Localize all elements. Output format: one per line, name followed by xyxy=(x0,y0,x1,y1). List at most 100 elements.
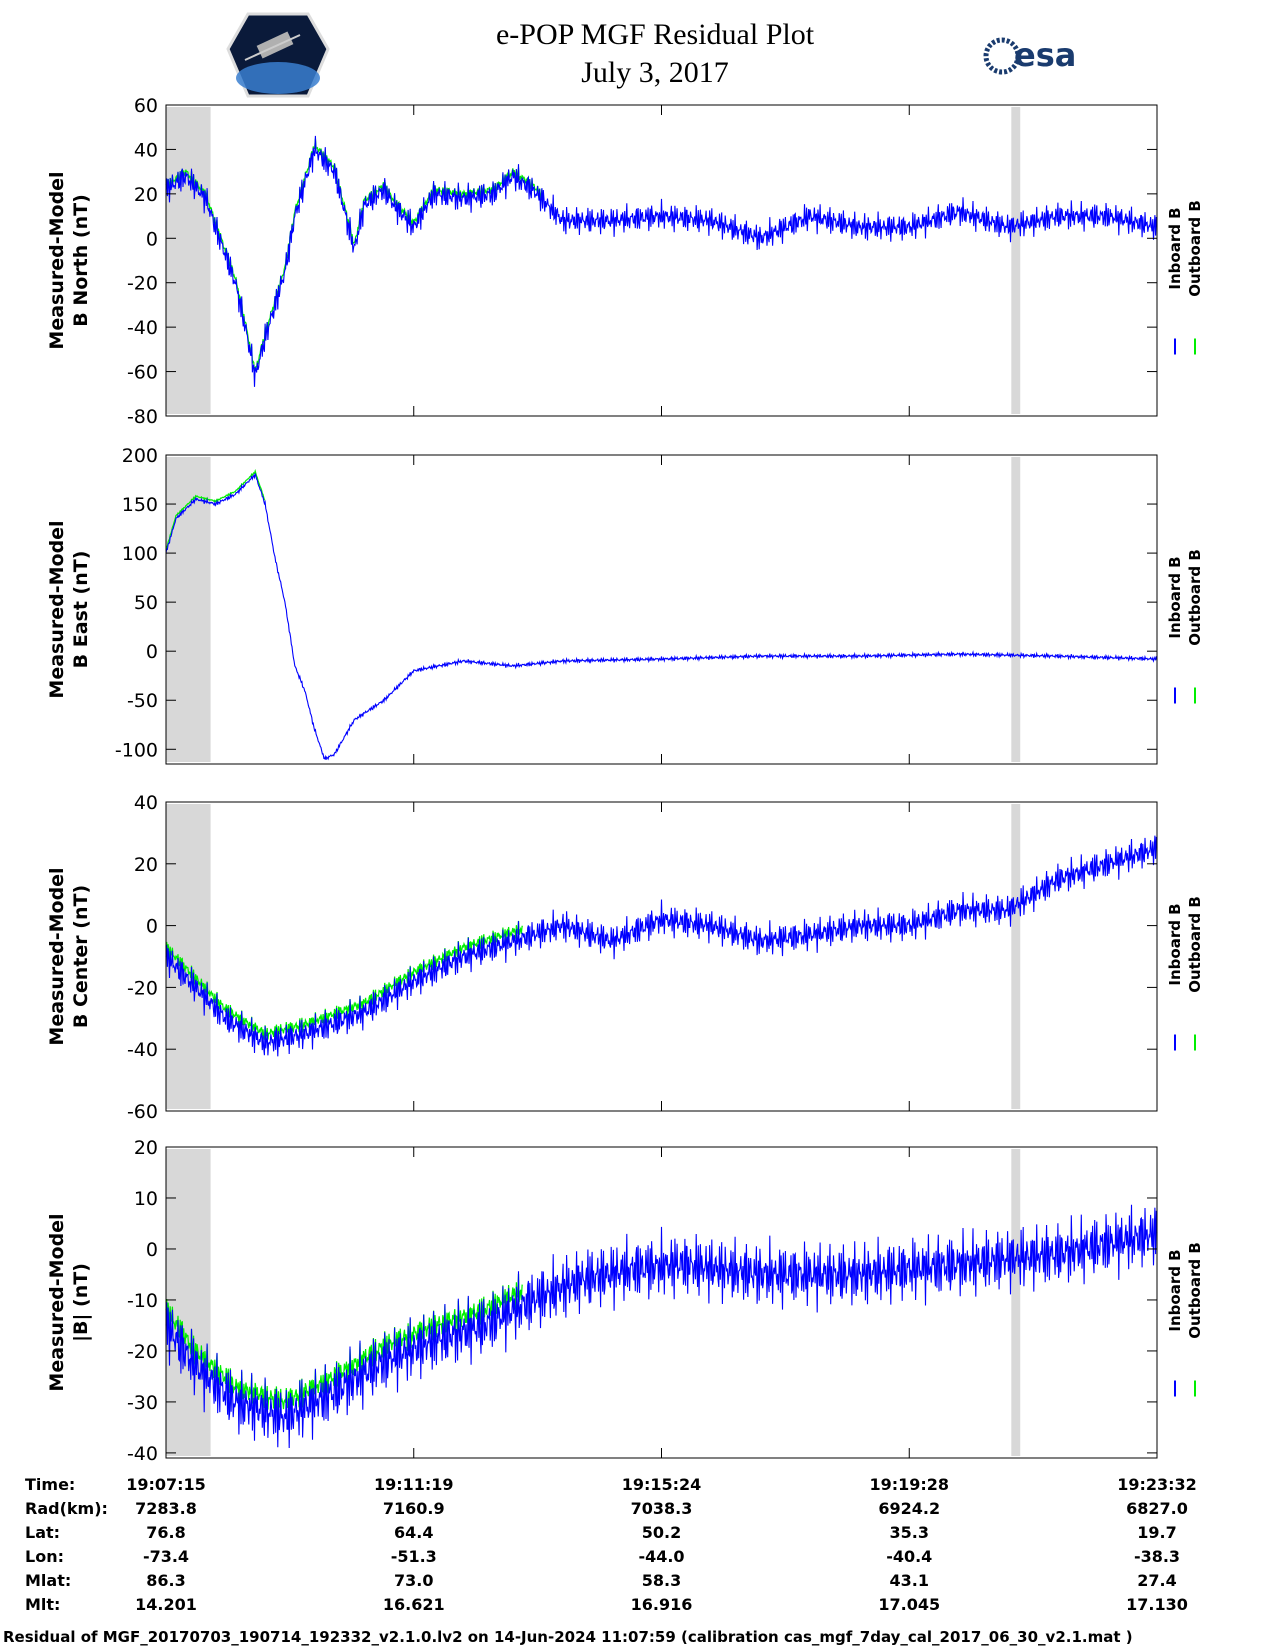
table-cell: 19.7 xyxy=(1137,1523,1176,1542)
chart-title: e-POP MGF Residual Plot xyxy=(496,18,815,51)
table-cell: 14.201 xyxy=(135,1595,197,1614)
table-cell: 6924.2 xyxy=(878,1499,940,1518)
y-tick-label: 0 xyxy=(146,641,158,663)
table-cell: 50.2 xyxy=(642,1523,681,1542)
panel-4: 20 10 0 -10 -20 -30 -40 Measured-Model |B| (nT) I… xyxy=(46,1137,1204,1465)
y-tick-label: 60 xyxy=(134,95,158,117)
table-cell: 73.0 xyxy=(394,1571,433,1590)
inboard-b-trace xyxy=(165,473,1158,761)
table-cell: 19:15:24 xyxy=(622,1475,702,1494)
table-cell: -51.3 xyxy=(391,1547,437,1566)
table-cell: -44.0 xyxy=(638,1547,684,1566)
shade-region xyxy=(1011,804,1021,1109)
table-cell: 16.916 xyxy=(631,1595,693,1614)
table-row-label: Mlat: xyxy=(25,1571,71,1590)
table-cell: 27.4 xyxy=(1137,1571,1176,1590)
legend-outboard-label: Outboard B xyxy=(1186,549,1204,646)
table-cell: 7283.8 xyxy=(135,1499,197,1518)
table-cell: 86.3 xyxy=(146,1571,185,1590)
table-cell: 35.3 xyxy=(890,1523,929,1542)
legend: Inboard B Outboard B xyxy=(1166,1242,1204,1397)
y-tick-label: 0 xyxy=(146,1239,158,1261)
panels: 60 40 20 0 -20 -40 -60 -80 Measured-Model B North… xyxy=(46,95,1204,1465)
table-cell: -40.4 xyxy=(886,1547,932,1566)
y-tick-label: -80 xyxy=(127,406,158,428)
y-tick-label: 0 xyxy=(146,916,158,938)
shade-region xyxy=(1011,107,1021,414)
table-cell: 76.8 xyxy=(146,1523,185,1542)
legend: Inboard B Outboard B xyxy=(1166,896,1204,1051)
shade-region xyxy=(166,1149,211,1456)
legend-outboard-label: Outboard B xyxy=(1186,1242,1204,1339)
table-row-label: Mlt: xyxy=(25,1595,60,1614)
table-cell: 17.045 xyxy=(878,1595,940,1614)
table-cell: 43.1 xyxy=(890,1571,929,1590)
y-tick-label: 10 xyxy=(134,1188,158,1210)
cassiope-logo xyxy=(226,12,330,98)
inboard-b-trace xyxy=(165,1204,1158,1449)
table-row-label: Time: xyxy=(25,1475,75,1494)
y-axis-label: Measured-Model B North (nT) xyxy=(46,171,92,349)
table-row-label: Lon: xyxy=(25,1547,64,1566)
y-tick-label: 100 xyxy=(122,543,158,565)
legend-inboard-label: Inboard B xyxy=(1166,556,1184,638)
y-tick-label: -40 xyxy=(127,317,158,339)
y-tick-label: -50 xyxy=(127,690,158,712)
table-row-label: Lat: xyxy=(25,1523,60,1542)
y-tick-label: -20 xyxy=(127,977,158,999)
y-axis-label: Measured-Model B East (nT) xyxy=(46,520,92,698)
esa-logo-text: esa xyxy=(1014,36,1076,74)
legend-inboard-label: Inboard B xyxy=(1166,207,1184,289)
outboard-b-trace xyxy=(165,468,266,551)
table-cell: 64.4 xyxy=(394,1523,433,1542)
y-tick-label: -60 xyxy=(127,1101,158,1123)
inboard-b-trace xyxy=(165,835,1158,1057)
table-cell: 7160.9 xyxy=(383,1499,445,1518)
y-tick-label: 20 xyxy=(134,184,158,206)
legend: Inboard B Outboard B xyxy=(1166,549,1204,704)
table-cell: 58.3 xyxy=(642,1571,681,1590)
y-tick-label: -30 xyxy=(127,1392,158,1414)
y-tick-label: 0 xyxy=(146,228,158,250)
outboard-b-trace xyxy=(165,138,544,376)
footer-caption: Residual of MGF_20170703_190714_192332_v… xyxy=(3,1628,1133,1646)
y-tick-label: -60 xyxy=(127,362,158,384)
y-tick-label: 50 xyxy=(134,592,158,614)
orbit-info-table: Time: 19:07:15 19:11:19 19:15:24 19:19:28 19:… xyxy=(25,1475,1197,1614)
y-tick-label: -40 xyxy=(127,1443,158,1465)
table-cell: 19:23:32 xyxy=(1117,1475,1197,1494)
y-tick-label: -100 xyxy=(115,739,158,761)
table-cell: 19:07:15 xyxy=(126,1475,206,1494)
table-cell: 16.621 xyxy=(383,1595,445,1614)
esa-logo: esa xyxy=(983,36,1076,75)
chart-date: July 3, 2017 xyxy=(581,56,729,89)
panel-2: 200 150 100 50 0 -50 -100 Measured-Model B East … xyxy=(46,445,1204,765)
inboard-b-trace xyxy=(165,135,1158,387)
shade-region xyxy=(166,457,211,762)
table-cell: -38.3 xyxy=(1134,1547,1180,1566)
y-tick-label: 20 xyxy=(134,854,158,876)
y-tick-label: -20 xyxy=(127,1341,158,1363)
legend-outboard-label: Outboard B xyxy=(1186,896,1204,993)
axes-frame xyxy=(165,801,1158,1112)
y-tick-label: 40 xyxy=(134,139,158,161)
table-cell: 7038.3 xyxy=(631,1499,693,1518)
table-cell: 17.130 xyxy=(1126,1595,1188,1614)
table-row-label: Rad(km): xyxy=(25,1499,108,1518)
table-cell: 6827.0 xyxy=(1126,1499,1188,1518)
shade-region xyxy=(1011,457,1021,762)
y-tick-label: -20 xyxy=(127,273,158,295)
y-axis-label: Measured-Model |B| (nT) xyxy=(46,1213,92,1391)
legend: Inboard B Outboard B xyxy=(1166,200,1204,355)
shade-region xyxy=(166,107,211,414)
y-tick-label: -40 xyxy=(127,1039,158,1061)
panel-1: 60 40 20 0 -20 -40 -60 -80 Measured-Model B North… xyxy=(46,95,1204,428)
legend-inboard-label: Inboard B xyxy=(1166,1249,1184,1331)
legend-inboard-label: Inboard B xyxy=(1166,903,1184,985)
axes-frame xyxy=(165,454,1158,765)
y-tick-label: 40 xyxy=(134,792,158,814)
table-cell: -73.4 xyxy=(143,1547,189,1566)
table-cell: 19:11:19 xyxy=(374,1475,454,1494)
table-cell: 19:19:28 xyxy=(869,1475,949,1494)
